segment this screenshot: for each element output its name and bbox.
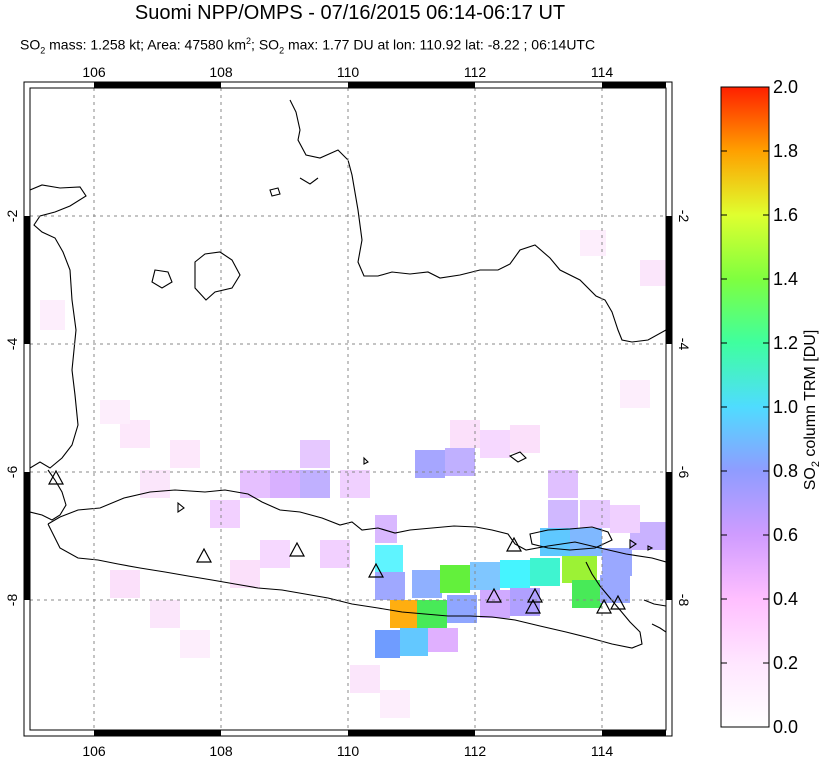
map-title: Suomi NPP/OMPS - 07/16/2015 06:14-06:17 … xyxy=(134,2,566,24)
so2-pixel xyxy=(440,565,470,593)
so2-pixel xyxy=(480,430,510,458)
so2-pixel-layer xyxy=(40,230,666,718)
so2-pixel xyxy=(340,470,370,498)
volcano-icon xyxy=(47,469,65,485)
so2-pixel xyxy=(120,420,150,448)
lat-tick-left: -4 xyxy=(4,338,20,351)
colorbar-tick: 1.0 xyxy=(773,397,798,417)
so2-pixel xyxy=(640,260,666,286)
so2-pixel xyxy=(350,665,380,693)
so2-pixel xyxy=(375,630,400,658)
so2-pixel xyxy=(210,500,240,528)
so2-pixel xyxy=(400,628,428,656)
volcano-icon xyxy=(524,598,542,614)
volcano-icon xyxy=(595,598,613,614)
so2-pixel xyxy=(447,595,477,623)
so2-pixel xyxy=(390,600,420,628)
so2-pixel xyxy=(620,380,650,408)
so2-pixel xyxy=(110,570,140,598)
so2-pixel xyxy=(230,560,260,588)
colorbar-tick: 0.4 xyxy=(773,589,798,609)
so2-pixel xyxy=(375,515,397,543)
colorbar-tick: 0.8 xyxy=(773,461,798,481)
colorbar: 0.0 0.2 0.4 0.6 0.8 1.0 1.2 1.4 1.6 1.8 … xyxy=(720,77,822,737)
graticule xyxy=(30,88,666,730)
lon-tick-bottom: 108 xyxy=(209,743,233,759)
lat-tick-right: -6 xyxy=(676,466,692,479)
lon-tick-bottom: 106 xyxy=(82,743,106,759)
lon-tick-bottom: 110 xyxy=(337,743,360,759)
volcano-icon xyxy=(526,587,544,603)
so2-pixel xyxy=(375,545,403,572)
colorbar-tick: 1.6 xyxy=(773,205,798,225)
lat-tick-left: -2 xyxy=(4,210,20,223)
so2-pixel xyxy=(600,575,630,603)
lon-tick-bottom: 112 xyxy=(464,743,487,759)
colorbar-tick: 0.0 xyxy=(773,717,798,737)
so2-pixel xyxy=(562,555,597,583)
so2-pixel xyxy=(180,630,210,658)
lat-tick-left: -8 xyxy=(4,594,20,607)
so2-pixel xyxy=(540,528,570,556)
so2-pixel xyxy=(415,450,445,478)
so2-pixel xyxy=(500,560,530,588)
so2-pixel xyxy=(510,425,540,453)
so2-pixel xyxy=(412,570,442,598)
so2-pixel xyxy=(40,300,65,330)
so2-pixel xyxy=(170,440,200,468)
so2-pixel xyxy=(380,690,410,718)
colorbar-tick: 1.4 xyxy=(773,269,798,289)
volcano-icon xyxy=(288,541,306,557)
lat-tick-right: -8 xyxy=(676,594,692,607)
volcano-icon xyxy=(195,547,213,563)
volcano-markers xyxy=(47,469,627,614)
so2-pixel xyxy=(150,600,180,628)
lon-tick-bottom: 114 xyxy=(591,743,614,759)
lon-tick-top: 112 xyxy=(464,64,487,80)
so2-pixel xyxy=(445,448,475,476)
colorbar-tick: 0.6 xyxy=(773,525,798,545)
colorbar-tick: 2.0 xyxy=(773,77,798,97)
lat-tick-right: -4 xyxy=(676,338,692,351)
so2-pixel xyxy=(548,470,578,498)
so2-pixel xyxy=(270,470,300,498)
lon-tick-top: 114 xyxy=(591,64,614,80)
so2-pixel xyxy=(610,505,640,533)
coastlines xyxy=(30,99,666,649)
lon-tick-top: 108 xyxy=(209,64,233,80)
lat-tick-left: -6 xyxy=(4,466,20,479)
volcano-icon xyxy=(485,587,503,603)
so2-pixel xyxy=(602,548,632,576)
so2-pixel xyxy=(100,400,130,424)
so2-pixel xyxy=(572,580,602,608)
map-area xyxy=(30,88,666,730)
colorbar-tick: 1.8 xyxy=(773,141,798,161)
volcano-icon xyxy=(505,536,523,552)
lon-tick-top: 106 xyxy=(82,64,106,80)
so2-pixel xyxy=(548,500,578,528)
colorbar-tick: 0.2 xyxy=(773,653,798,673)
so2-pixel xyxy=(428,628,458,652)
volcano-icon xyxy=(367,562,385,578)
so2-pixel xyxy=(260,540,290,568)
so2-pixel xyxy=(320,540,350,568)
map-stats: SO2 mass: 1.258 kt; Area: 47580 km2; SO2… xyxy=(20,36,596,56)
colorbar-label: SO2 column TRM [DU] xyxy=(802,330,822,491)
so2-pixel xyxy=(480,590,510,618)
colorbar-tick: 1.2 xyxy=(773,333,798,353)
so2-pixel xyxy=(580,500,610,528)
volcano-icon xyxy=(609,594,627,610)
so2-pixel xyxy=(375,572,405,600)
lat-tick-right: -2 xyxy=(676,210,692,223)
so2-pixel xyxy=(530,558,560,586)
so2-pixel xyxy=(300,440,330,468)
lon-tick-top: 110 xyxy=(337,64,360,80)
map-frame xyxy=(23,81,673,737)
so2-pixel xyxy=(300,470,330,498)
